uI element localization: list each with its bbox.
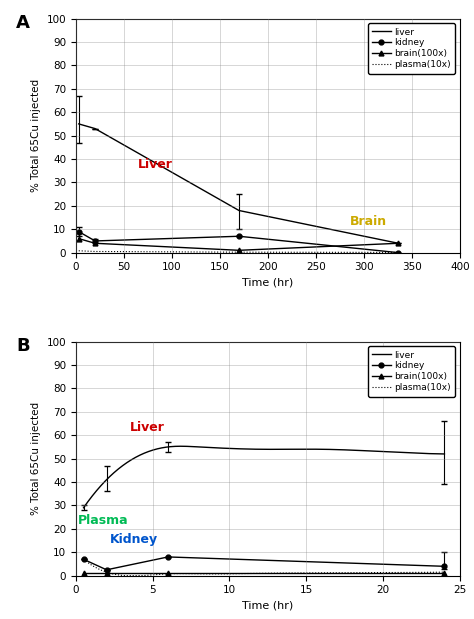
- Line: brain(100x): brain(100x): [76, 236, 401, 253]
- brain(100x): [395, 240, 401, 247]
- plasma(10x): [296, 569, 302, 577]
- brain(100x): [76, 235, 82, 242]
- plasma(10x): [76, 247, 82, 254]
- kidney: [81, 556, 86, 563]
- brain(100x): [92, 240, 98, 247]
- liver: [236, 207, 242, 214]
- liver: [178, 443, 184, 450]
- kidney: [395, 249, 401, 256]
- liver: [296, 446, 302, 453]
- Y-axis label: % Total 65Cu injected: % Total 65Cu injected: [31, 79, 41, 192]
- Y-axis label: % Total 65Cu injected: % Total 65Cu injected: [31, 402, 41, 515]
- liver: [434, 450, 439, 457]
- Text: Kidney: Kidney: [109, 533, 158, 546]
- brain(100x): [165, 569, 171, 577]
- liver: [76, 120, 82, 128]
- liver: [277, 446, 283, 453]
- Text: A: A: [16, 14, 30, 32]
- plasma(10x): [81, 556, 86, 563]
- plasma(10x): [277, 569, 283, 577]
- X-axis label: Time (hr): Time (hr): [242, 278, 293, 288]
- kidney: [236, 233, 242, 240]
- liver: [255, 446, 261, 453]
- kidney: [442, 563, 447, 570]
- liver: [253, 446, 258, 453]
- plasma(10x): [92, 248, 98, 255]
- plasma(10x): [255, 569, 261, 577]
- Line: kidney: kidney: [76, 229, 401, 255]
- brain(100x): [104, 569, 109, 577]
- Line: brain(100x): brain(100x): [81, 571, 447, 576]
- X-axis label: Time (hr): Time (hr): [242, 601, 293, 611]
- Line: liver: liver: [79, 124, 398, 243]
- plasma(10x): [395, 249, 401, 256]
- kidney: [165, 553, 171, 561]
- Line: plasma(10x): plasma(10x): [83, 560, 445, 576]
- kidney: [76, 228, 82, 235]
- Line: liver: liver: [83, 446, 445, 508]
- plasma(10x): [236, 248, 242, 256]
- plasma(10x): [434, 568, 439, 576]
- brain(100x): [236, 246, 242, 254]
- brain(100x): [442, 569, 447, 577]
- brain(100x): [81, 569, 86, 577]
- liver: [442, 450, 447, 457]
- liver: [81, 504, 86, 511]
- kidney: [92, 237, 98, 245]
- Text: Plasma: Plasma: [77, 514, 128, 527]
- plasma(10x): [123, 572, 128, 579]
- plasma(10x): [253, 569, 258, 577]
- Text: Brain: Brain: [349, 215, 386, 228]
- plasma(10x): [377, 569, 383, 576]
- plasma(10x): [442, 568, 447, 576]
- Legend: liver, kidney, brain(100x), plasma(10x): liver, kidney, brain(100x), plasma(10x): [368, 23, 455, 74]
- Text: B: B: [16, 337, 30, 355]
- Line: plasma(10x): plasma(10x): [79, 251, 398, 253]
- Legend: liver, kidney, brain(100x), plasma(10x): liver, kidney, brain(100x), plasma(10x): [368, 346, 455, 397]
- Line: kidney: kidney: [81, 555, 447, 572]
- Text: Liver: Liver: [138, 158, 173, 171]
- liver: [395, 240, 401, 247]
- Text: Liver: Liver: [129, 420, 164, 433]
- liver: [92, 125, 98, 132]
- liver: [377, 448, 383, 455]
- kidney: [104, 566, 109, 574]
